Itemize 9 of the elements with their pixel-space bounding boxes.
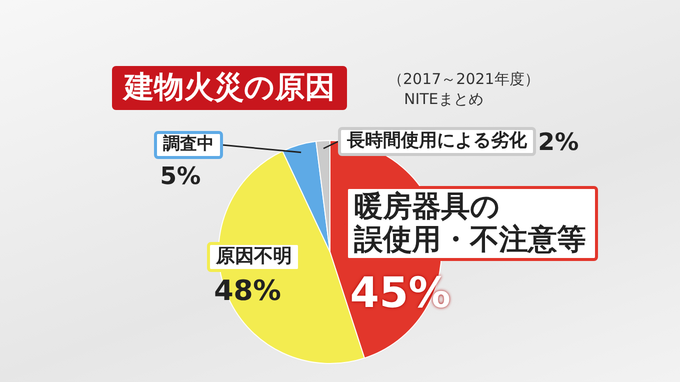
slice-label: 調査中 <box>154 131 223 159</box>
slice-label: 暖房器具の誤使用・不注意等 <box>345 186 598 261</box>
chart-title: 建物火災の原因 <box>112 66 347 110</box>
text: NITEまとめ <box>404 90 484 109</box>
slice-label: 長時間使用による劣化 <box>338 127 536 156</box>
data-label: 2% <box>538 128 579 156</box>
data-label: 5% <box>160 162 201 190</box>
chart-subtitle: （2017～2021年度） <box>388 70 540 89</box>
slice-label: 原因不明 <box>207 242 301 272</box>
